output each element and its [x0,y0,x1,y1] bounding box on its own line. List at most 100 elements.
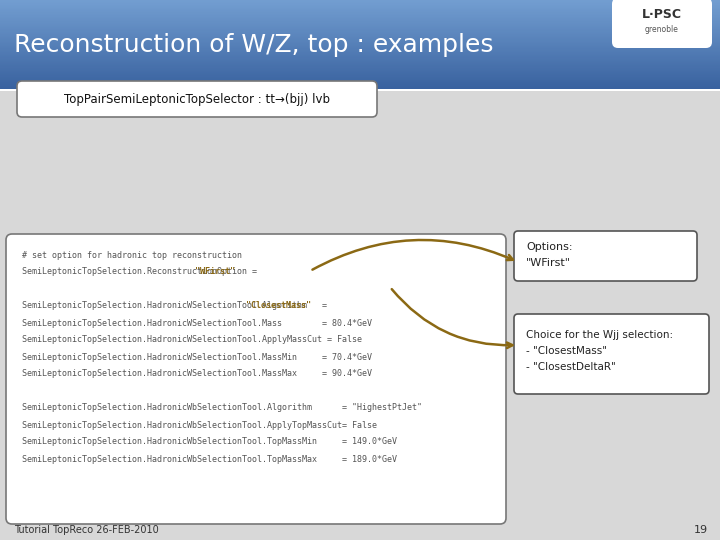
Bar [0,39,720,40]
Bar [0,76,720,78]
Text: L·PSC: L·PSC [642,9,682,22]
Bar [0,32,720,33]
FancyBboxPatch shape [17,81,377,117]
Bar [0,1,720,2]
Bar [0,14,720,16]
Text: SemiLeptonicTopSelection.HadronicWSelectionTool.MassMin     = 70.4*GeV: SemiLeptonicTopSelection.HadronicWSelect… [22,353,372,361]
Bar [0,23,720,25]
Bar [0,66,720,68]
Text: - "ClosestMass": - "ClosestMass" [526,346,607,356]
Bar [0,89,720,91]
Text: Choice for the Wjj selection:: Choice for the Wjj selection: [526,330,673,340]
Bar [0,53,720,55]
Bar [0,43,720,45]
Text: SemiLeptonicTopSelection.HadronicWSelectionTool.Algorithm   =: SemiLeptonicTopSelection.HadronicWSelect… [22,301,332,310]
Bar [0,82,720,83]
Bar [0,80,720,82]
Text: Tutorial TopReco 26-FEB-2010: Tutorial TopReco 26-FEB-2010 [14,525,158,535]
Bar [0,2,720,3]
Bar [0,13,720,15]
Bar [0,17,720,19]
Bar [0,84,720,85]
Bar [0,26,720,28]
Bar [0,55,720,56]
Bar [0,62,720,63]
Text: SemiLeptonicTopSelection.ReconstructionOption =: SemiLeptonicTopSelection.ReconstructionO… [22,267,262,276]
FancyBboxPatch shape [514,231,697,281]
Bar [0,52,720,54]
Bar [0,41,720,43]
Text: SemiLeptonicTopSelection.HadronicWbSelectionTool.ApplyTopMassCut= False: SemiLeptonicTopSelection.HadronicWbSelec… [22,421,377,429]
Text: - "ClosestDeltaR": - "ClosestDeltaR" [526,362,616,372]
Bar [0,11,720,12]
Text: "ClosestMass": "ClosestMass" [246,301,311,310]
Bar [0,75,720,77]
Bar [0,50,720,52]
Bar [0,28,720,29]
Bar [0,40,720,42]
Bar [0,87,720,89]
Bar [0,45,720,47]
Bar [0,70,720,72]
Bar [0,85,720,86]
Bar [0,25,720,27]
Bar [0,29,720,30]
Bar [0,47,720,49]
Bar [0,16,720,18]
Bar [0,18,720,20]
Text: 19: 19 [694,525,708,535]
Text: SemiLeptonicTopSelection.HadronicWSelectionTool.ApplyMassCut = False: SemiLeptonicTopSelection.HadronicWSelect… [22,335,362,345]
Bar [0,56,720,57]
Bar [0,58,720,59]
Bar [0,59,720,60]
Bar [0,9,720,10]
Bar [0,22,720,24]
Text: grenoble: grenoble [645,24,679,33]
Bar [0,68,720,70]
Text: SemiLeptonicTopSelection.HadronicWSelectionTool.MassMax     = 90.4*GeV: SemiLeptonicTopSelection.HadronicWSelect… [22,369,372,379]
Text: "WFirst": "WFirst" [526,258,571,268]
Bar [0,8,720,9]
Bar [0,65,720,66]
Bar [0,10,720,11]
Bar [0,20,720,22]
Bar [0,6,720,8]
Bar [0,0,720,1]
Text: Options:: Options: [526,242,572,252]
Bar [0,71,720,73]
Text: TopPairSemiLeptonicTopSelector : tt→(bjj) lvb: TopPairSemiLeptonicTopSelector : tt→(bjj… [64,92,330,105]
Bar [0,77,720,79]
Bar [0,78,720,80]
Bar [0,42,720,44]
Bar [0,60,720,62]
Bar [0,33,720,35]
Bar [0,79,720,81]
Bar [0,24,720,26]
Text: "WFirst": "WFirst" [195,267,235,276]
Bar [0,38,720,39]
Bar [0,86,720,87]
Text: # set option for hadronic top reconstruction: # set option for hadronic top reconstruc… [22,251,242,260]
Bar [0,30,720,31]
FancyBboxPatch shape [612,0,712,48]
Bar [0,51,720,53]
Bar [0,74,720,76]
Bar [0,67,720,69]
Bar [0,72,720,74]
Bar [0,12,720,14]
Bar [0,48,720,50]
Bar [0,37,720,38]
Bar [0,49,720,51]
Bar [0,57,720,58]
Text: SemiLeptonicTopSelection.HadronicWSelectionTool.Mass        = 80.4*GeV: SemiLeptonicTopSelection.HadronicWSelect… [22,319,372,327]
Bar [0,21,720,23]
Bar [0,3,720,4]
FancyBboxPatch shape [6,234,506,524]
Bar [0,89,720,90]
Bar [0,64,720,65]
Text: SemiLeptonicTopSelection.HadronicWbSelectionTool.TopMassMin     = 149.0*GeV: SemiLeptonicTopSelection.HadronicWbSelec… [22,437,397,447]
Bar [0,15,720,17]
Text: Reconstruction of W/Z, top : examples: Reconstruction of W/Z, top : examples [14,33,493,57]
Bar [0,83,720,84]
Bar [0,5,720,6]
